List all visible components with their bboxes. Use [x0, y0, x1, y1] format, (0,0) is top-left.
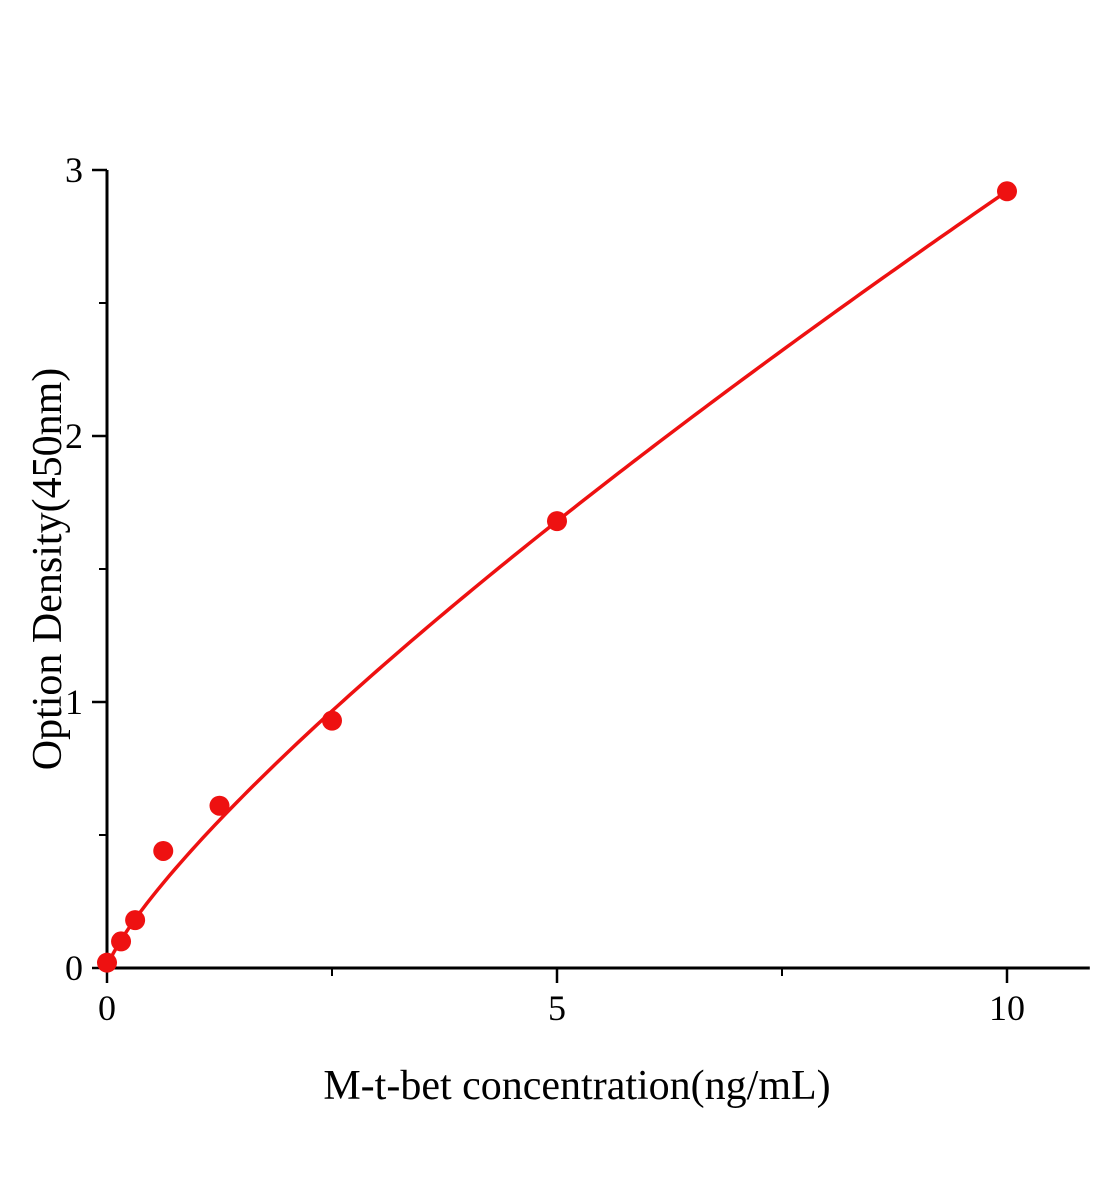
- y-tick-label: 1: [65, 682, 83, 722]
- data-point: [209, 795, 230, 816]
- x-tick-label: 10: [989, 988, 1025, 1028]
- data-point: [997, 181, 1017, 202]
- data-point: [111, 931, 132, 952]
- data-point: [322, 710, 342, 731]
- fit-curve: [105, 189, 1009, 968]
- x-axis-title: M-t-bet concentration(ng/mL): [323, 1063, 831, 1109]
- x-tick-label: 5: [548, 988, 566, 1028]
- data-point: [125, 910, 146, 931]
- data-point: [97, 952, 117, 973]
- x-tick-label: 0: [98, 988, 116, 1028]
- y-axis-title: Option Density(450nm): [25, 367, 71, 771]
- y-tick-label: 0: [65, 948, 83, 988]
- data-point: [547, 511, 567, 532]
- data-point: [153, 840, 174, 861]
- y-tick-label: 2: [65, 416, 83, 456]
- y-tick-label: 3: [65, 150, 83, 190]
